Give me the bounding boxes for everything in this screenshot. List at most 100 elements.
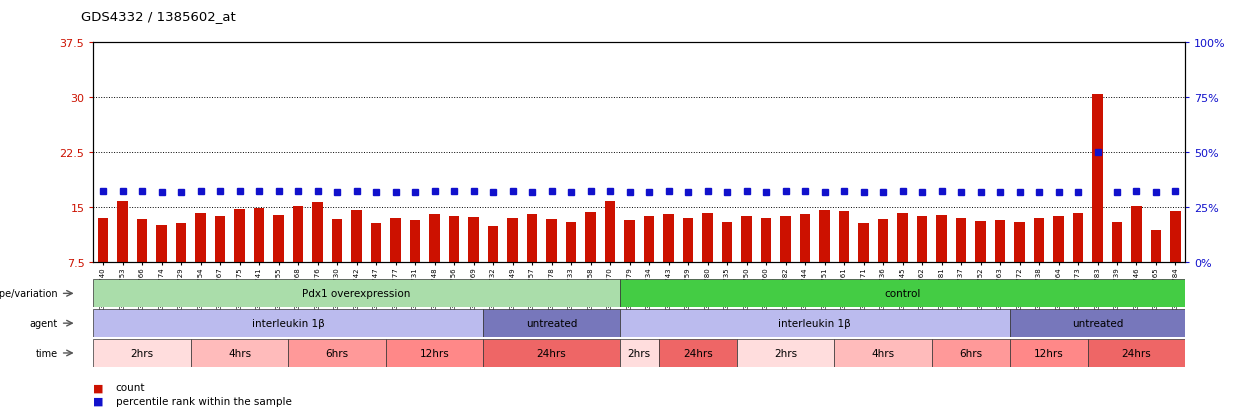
Bar (390, 218, 401, 262)
Bar (331, 220, 342, 262)
Bar (761, 218, 772, 262)
Bar (547, 219, 557, 262)
Bar (293, 206, 304, 262)
Bar (620, 309, 1010, 337)
Bar (839, 211, 849, 262)
Bar (834, 339, 931, 367)
Text: 24hrs: 24hrs (537, 348, 566, 358)
Bar (799, 214, 810, 262)
Bar (312, 202, 322, 262)
Bar (898, 214, 908, 262)
Text: 24hrs: 24hrs (684, 348, 712, 358)
Bar (93, 339, 190, 367)
Bar (1112, 222, 1122, 262)
Text: interleukin 1β: interleukin 1β (251, 318, 325, 328)
Bar (468, 218, 479, 262)
Bar (741, 216, 752, 262)
Bar (190, 339, 289, 367)
Bar (410, 221, 421, 262)
Text: count: count (116, 382, 146, 392)
Text: time: time (36, 348, 57, 358)
Bar (1073, 214, 1083, 262)
Bar (1170, 211, 1180, 262)
Bar (157, 226, 167, 262)
Text: 6hrs: 6hrs (325, 348, 349, 358)
Text: 24hrs: 24hrs (1122, 348, 1152, 358)
Text: 12hrs: 12hrs (420, 348, 449, 358)
Bar (1010, 339, 1088, 367)
Text: untreated: untreated (1072, 318, 1123, 328)
Text: 4hrs: 4hrs (872, 348, 895, 358)
Bar (483, 309, 620, 337)
Bar (214, 216, 225, 262)
Bar (702, 214, 713, 262)
Text: agent: agent (30, 318, 57, 328)
Bar (1092, 95, 1103, 262)
Bar (585, 213, 596, 262)
Text: control: control (884, 289, 921, 299)
Bar (878, 220, 889, 262)
Bar (488, 226, 498, 262)
Bar (1015, 222, 1025, 262)
Bar (1033, 218, 1045, 262)
Text: Pdx1 overexpression: Pdx1 overexpression (303, 289, 411, 299)
Bar (527, 214, 538, 262)
Bar (858, 223, 869, 262)
Bar (254, 209, 264, 262)
Text: percentile rank within the sample: percentile rank within the sample (116, 396, 291, 406)
Text: untreated: untreated (525, 318, 578, 328)
Bar (565, 222, 576, 262)
Bar (1088, 339, 1185, 367)
Bar (819, 211, 830, 262)
Bar (289, 339, 386, 367)
Bar (682, 218, 693, 262)
Bar (351, 211, 362, 262)
Bar (722, 222, 732, 262)
Bar (605, 202, 615, 262)
Bar (644, 216, 655, 262)
Bar (430, 215, 439, 262)
Bar (483, 339, 620, 367)
Text: 6hrs: 6hrs (959, 348, 982, 358)
Text: ■: ■ (93, 382, 103, 392)
Bar (273, 216, 284, 262)
Text: 2hrs: 2hrs (131, 348, 153, 358)
Bar (137, 220, 147, 262)
Bar (781, 216, 791, 262)
Bar (93, 280, 620, 308)
Bar (931, 339, 1010, 367)
Bar (664, 215, 674, 262)
Text: ■: ■ (93, 396, 103, 406)
Bar (1053, 216, 1064, 262)
Bar (620, 280, 1185, 308)
Bar (620, 339, 659, 367)
Text: 12hrs: 12hrs (1033, 348, 1063, 358)
Text: 2hrs: 2hrs (627, 348, 651, 358)
Bar (93, 309, 483, 337)
Bar (386, 339, 483, 367)
Bar (176, 223, 187, 262)
Bar (916, 216, 928, 262)
Bar (98, 218, 108, 262)
Bar (234, 210, 245, 262)
Text: 4hrs: 4hrs (228, 348, 251, 358)
Bar (737, 339, 834, 367)
Bar (975, 221, 986, 262)
Bar (624, 221, 635, 262)
Bar (936, 216, 947, 262)
Text: GDS4332 / 1385602_at: GDS4332 / 1385602_at (81, 10, 235, 23)
Bar (371, 223, 381, 262)
Bar (659, 339, 737, 367)
Text: 2hrs: 2hrs (774, 348, 797, 358)
Bar (117, 202, 128, 262)
Text: genotype/variation: genotype/variation (0, 289, 57, 299)
Text: interleukin 1β: interleukin 1β (778, 318, 852, 328)
Bar (507, 218, 518, 262)
Bar (995, 221, 1006, 262)
Bar (1010, 309, 1185, 337)
Bar (448, 216, 459, 262)
Bar (956, 218, 966, 262)
Bar (1150, 231, 1162, 262)
Bar (1132, 206, 1142, 262)
Bar (195, 214, 205, 262)
